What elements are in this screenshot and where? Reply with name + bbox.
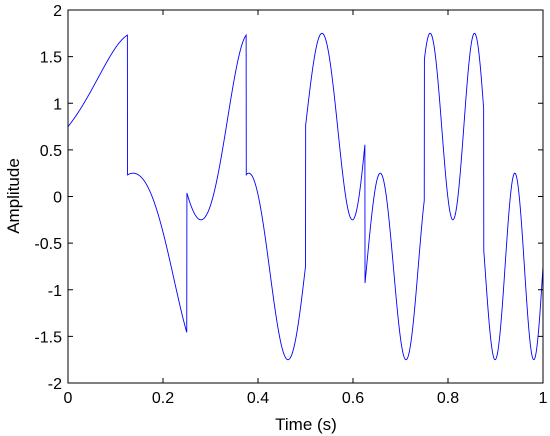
x-tick-label: 1 bbox=[539, 390, 548, 407]
y-tick-label: -0.5 bbox=[34, 236, 62, 253]
y-axis-label: Amplitude bbox=[4, 158, 23, 234]
y-tick-label: -1.5 bbox=[34, 329, 62, 346]
y-tick-label: -2 bbox=[48, 376, 62, 393]
x-tick-label: 0.8 bbox=[437, 390, 459, 407]
y-tick-label: 0.5 bbox=[40, 143, 62, 160]
y-tick-label: 2 bbox=[53, 3, 62, 20]
y-tick-label: -1 bbox=[48, 283, 62, 300]
y-tick-label: 1 bbox=[53, 96, 62, 113]
x-tick-label: 0 bbox=[64, 390, 73, 407]
axes: 0 0.2 0.4 0.6 0.8 1 -2 -1.5 -1 -0.5 0 0.5 1 1.5 2 bbox=[34, 3, 547, 407]
series-line bbox=[67, 32, 544, 361]
plot-area bbox=[67, 32, 544, 361]
y-tick-label: 0 bbox=[53, 190, 62, 207]
y-tick-label: 1.5 bbox=[40, 50, 62, 67]
x-tick-label: 0.4 bbox=[247, 390, 269, 407]
x-tick-label: 0.2 bbox=[152, 390, 174, 407]
x-tick-label: 0.6 bbox=[342, 390, 364, 407]
x-axis-label: Time (s) bbox=[275, 415, 337, 434]
